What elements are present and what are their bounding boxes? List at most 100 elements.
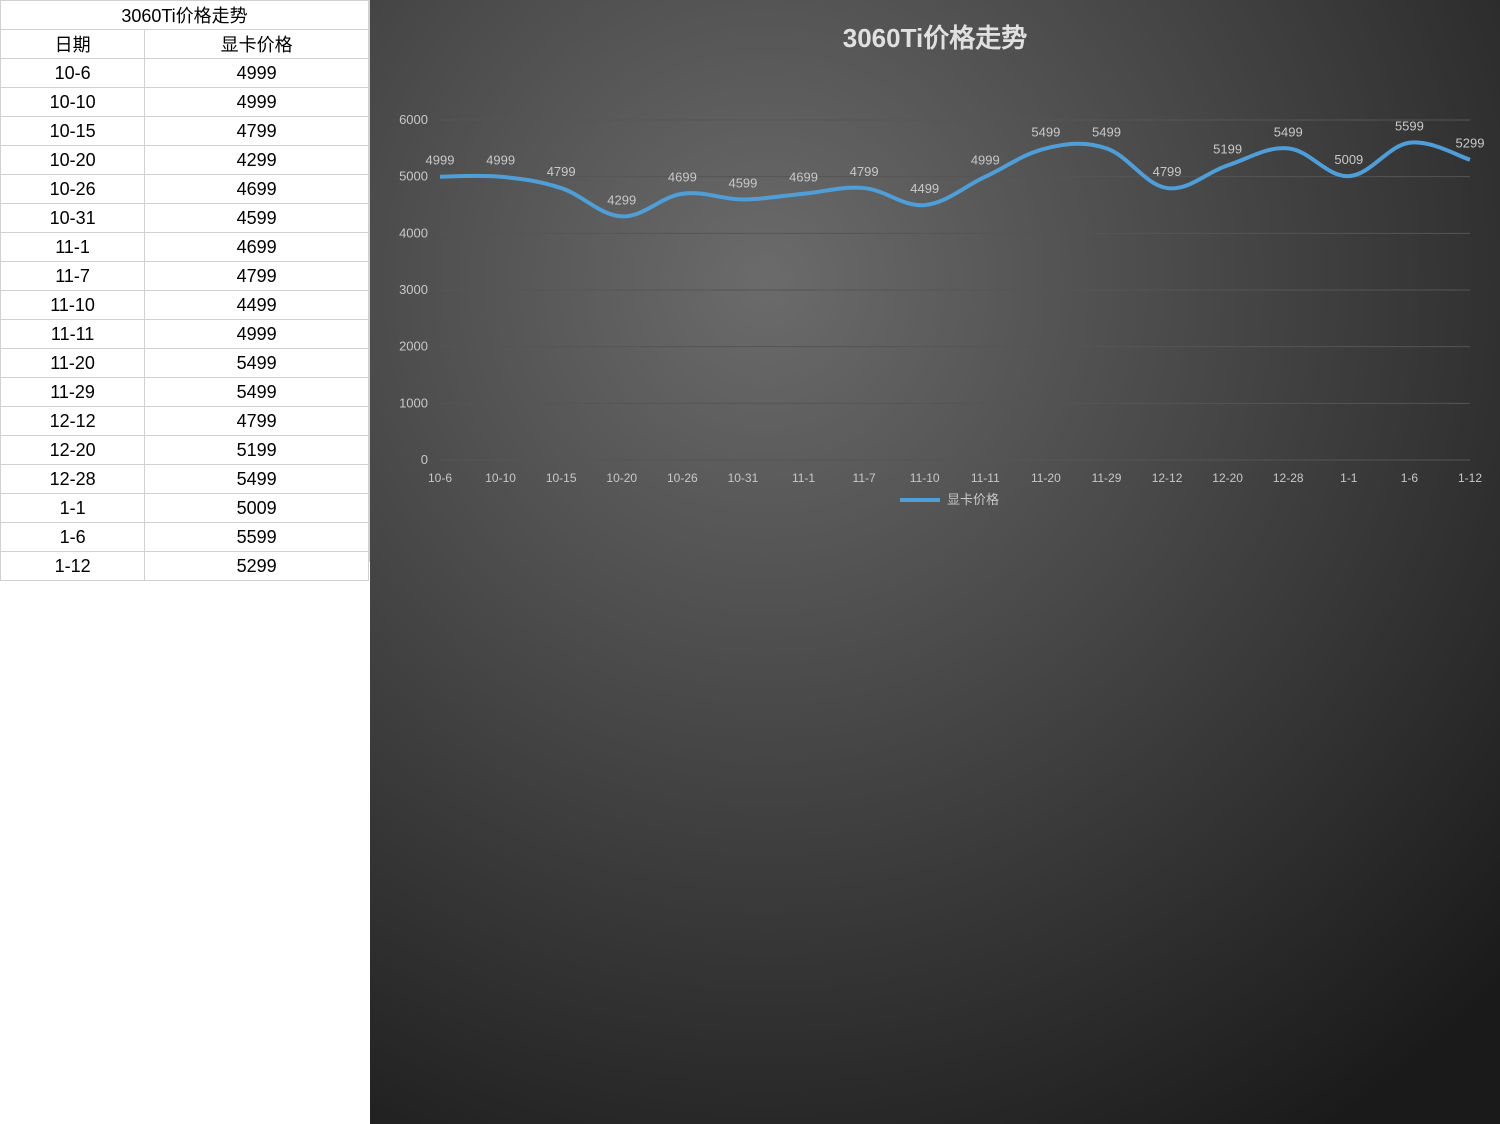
data-label: 5009 [1334, 152, 1363, 167]
data-label: 4999 [971, 153, 1000, 168]
x-tick-label: 12-28 [1273, 471, 1304, 485]
col-date-header: 日期 [1, 30, 145, 59]
x-tick-label: 11-10 [910, 471, 940, 485]
table-row: 11-295499 [1, 378, 369, 407]
cell-price: 5499 [145, 378, 369, 407]
cell-date: 1-12 [1, 552, 145, 581]
x-tick-label: 10-10 [485, 471, 516, 485]
data-label: 4299 [607, 192, 636, 207]
x-tick-label: 1-12 [1458, 471, 1482, 485]
cell-price: 4699 [145, 233, 369, 262]
cell-date: 11-20 [1, 349, 145, 378]
x-tick-label: 10-31 [728, 471, 759, 485]
table-row: 10-154799 [1, 117, 369, 146]
table-row: 11-205499 [1, 349, 369, 378]
cell-price: 4799 [145, 117, 369, 146]
data-label: 4799 [850, 164, 879, 179]
cell-price: 4599 [145, 204, 369, 233]
data-label: 4499 [910, 181, 939, 196]
data-label: 4999 [426, 153, 455, 168]
y-tick-label: 0 [421, 452, 428, 467]
cell-date: 10-31 [1, 204, 145, 233]
x-tick-label: 12-12 [1152, 471, 1183, 485]
x-tick-label: 10-20 [606, 471, 637, 485]
table-row: 11-74799 [1, 262, 369, 291]
cell-date: 11-1 [1, 233, 145, 262]
cell-price: 4499 [145, 291, 369, 320]
cell-date: 1-6 [1, 523, 145, 552]
x-tick-label: 11-11 [971, 471, 1000, 485]
y-tick-label: 5000 [399, 169, 428, 184]
table-row: 11-14699 [1, 233, 369, 262]
data-label: 4799 [1153, 164, 1182, 179]
data-label: 4599 [728, 175, 757, 190]
data-label: 4699 [789, 170, 818, 185]
chart-panel: 3060Ti价格走势 01000200030004000500060004999… [370, 0, 1500, 562]
cell-price: 4999 [145, 320, 369, 349]
cell-date: 12-12 [1, 407, 145, 436]
data-label: 4999 [486, 153, 515, 168]
cell-date: 10-20 [1, 146, 145, 175]
cell-price: 4799 [145, 262, 369, 291]
x-tick-label: 11-20 [1031, 471, 1061, 485]
legend-label: 显卡价格 [947, 492, 999, 507]
table-row: 12-205199 [1, 436, 369, 465]
cell-price: 5199 [145, 436, 369, 465]
table-row: 1-125299 [1, 552, 369, 581]
cell-date: 10-10 [1, 88, 145, 117]
table-row: 10-264699 [1, 175, 369, 204]
cell-price: 4699 [145, 175, 369, 204]
cell-date: 11-7 [1, 262, 145, 291]
table-title-row: 3060Ti价格走势 [1, 1, 369, 30]
x-tick-label: 1-6 [1401, 471, 1419, 485]
cell-date: 11-11 [1, 320, 145, 349]
data-label: 5599 [1395, 119, 1424, 134]
cell-date: 12-20 [1, 436, 145, 465]
data-table-panel: 3060Ti价格走势 日期 显卡价格 10-6499910-10499910-1… [0, 0, 370, 562]
data-label: 5499 [1092, 124, 1121, 139]
x-tick-label: 11-1 [792, 471, 815, 485]
cell-price: 5499 [145, 465, 369, 494]
table-row: 11-114999 [1, 320, 369, 349]
data-label: 5499 [1274, 124, 1303, 139]
table-row: 1-65599 [1, 523, 369, 552]
x-tick-label: 10-15 [546, 471, 577, 485]
cell-price: 5499 [145, 349, 369, 378]
table-row: 1-15009 [1, 494, 369, 523]
y-tick-label: 3000 [399, 282, 428, 297]
table-header-row: 日期 显卡价格 [1, 30, 369, 59]
data-label: 5299 [1456, 136, 1485, 151]
cell-price: 4799 [145, 407, 369, 436]
cell-date: 11-10 [1, 291, 145, 320]
cell-price: 5299 [145, 552, 369, 581]
x-tick-label: 10-26 [667, 471, 698, 485]
x-tick-label: 12-20 [1212, 471, 1243, 485]
cell-date: 10-15 [1, 117, 145, 146]
table-row: 10-104999 [1, 88, 369, 117]
x-tick-label: 11-7 [853, 471, 876, 485]
table-row: 11-104499 [1, 291, 369, 320]
cell-price: 5599 [145, 523, 369, 552]
cell-date: 10-26 [1, 175, 145, 204]
x-tick-label: 11-29 [1092, 471, 1122, 485]
col-price-header: 显卡价格 [145, 30, 369, 59]
cell-price: 5009 [145, 494, 369, 523]
line-chart: 0 1000 2000 3000 4000 5000 6000 4999 4999 4799 429… [370, 0, 1500, 562]
cell-date: 1-1 [1, 494, 145, 523]
table-row: 12-285499 [1, 465, 369, 494]
table-row: 10-204299 [1, 146, 369, 175]
table-title: 3060Ti价格走势 [1, 1, 369, 30]
y-tick-label: 2000 [399, 339, 428, 354]
price-line [440, 142, 1470, 216]
cell-price: 4999 [145, 88, 369, 117]
data-label: 4699 [668, 170, 697, 185]
cell-price: 4999 [145, 59, 369, 88]
table-row: 10-314599 [1, 204, 369, 233]
y-tick-label: 6000 [399, 112, 428, 127]
cell-date: 10-6 [1, 59, 145, 88]
cell-date: 12-28 [1, 465, 145, 494]
cell-price: 4299 [145, 146, 369, 175]
y-tick-label: 1000 [399, 395, 428, 410]
y-tick-label: 4000 [399, 225, 428, 240]
table-row: 10-64999 [1, 59, 369, 88]
